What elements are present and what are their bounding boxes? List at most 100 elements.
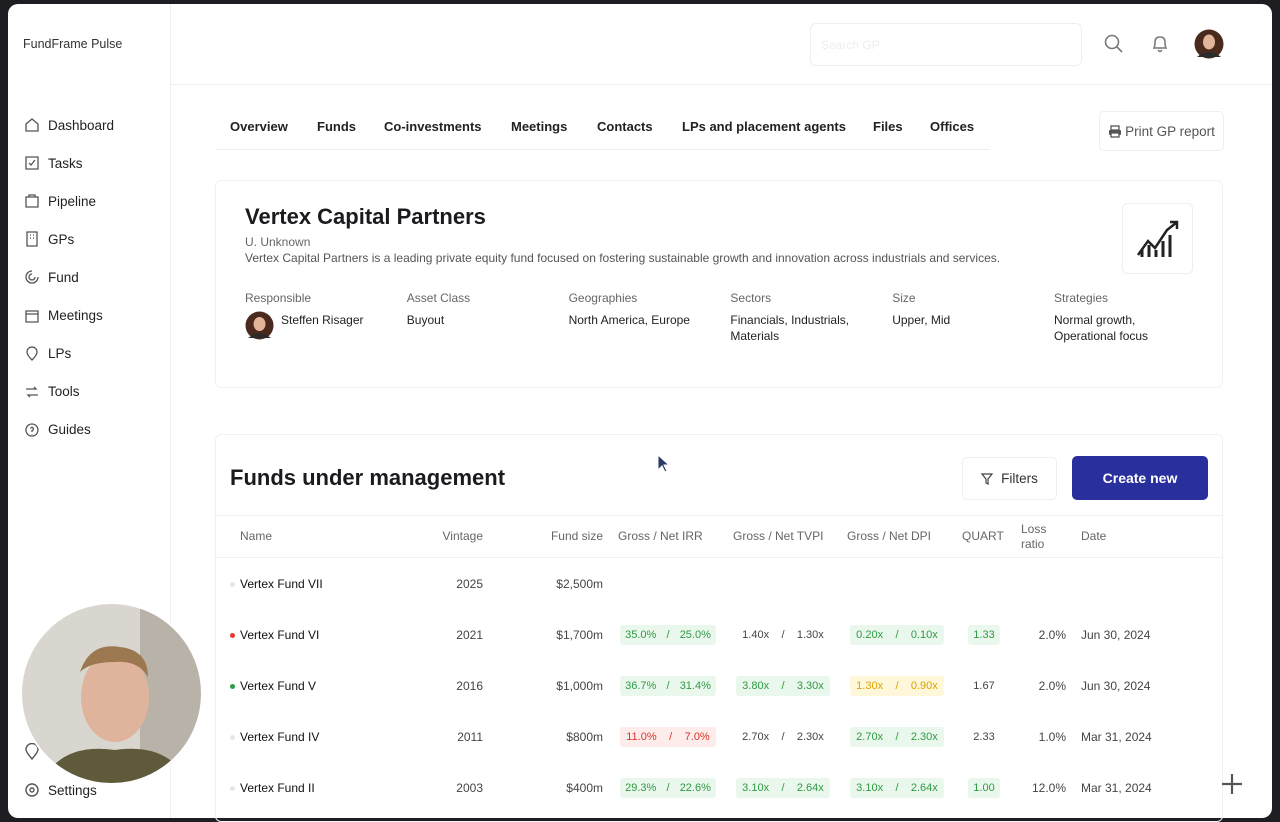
- nav-label: Fund: [48, 269, 79, 285]
- column-header: Gross / Net IRR: [618, 529, 703, 543]
- tab[interactable]: Co-investments: [384, 119, 482, 134]
- net-value: 25.0%: [679, 629, 711, 641]
- nav-item[interactable]: GPs: [24, 228, 74, 250]
- net-value: 1.30x: [796, 629, 824, 641]
- print-button[interactable]: Print GP report: [1099, 111, 1224, 151]
- field-label: Size: [892, 291, 916, 305]
- nav-item[interactable]: Settings: [24, 779, 97, 801]
- gross-value: 3.10x: [742, 782, 770, 794]
- tab[interactable]: Contacts: [597, 119, 653, 134]
- gross-value: 1.30x: [856, 680, 884, 692]
- sidebar-divider: [170, 4, 171, 818]
- vintage: 2011: [457, 730, 483, 744]
- column-header: Gross / Net DPI: [847, 529, 932, 543]
- field-label: Strategies: [1054, 291, 1109, 305]
- funds-title: Funds under management: [230, 465, 506, 490]
- net-value: 2.30x: [796, 731, 824, 743]
- field-label: Sectors: [730, 291, 772, 305]
- dpi-cell: 1.30x / 0.90x: [850, 676, 944, 696]
- fund-name: Vertex Fund VI: [240, 628, 320, 642]
- print-label: Print GP report: [1125, 123, 1215, 139]
- separator: /: [666, 629, 670, 641]
- nav-icon: [25, 270, 39, 285]
- net-value: 0.10x: [910, 629, 938, 641]
- separator: /: [781, 680, 785, 692]
- net-value: 0.90x: [910, 680, 938, 692]
- tab[interactable]: Files: [873, 119, 903, 134]
- nav-icon: [25, 156, 39, 170]
- gross-value: 11.0%: [626, 731, 657, 743]
- search-box[interactable]: Search GP: [810, 23, 1082, 66]
- header-divider: [171, 84, 1272, 85]
- add-button[interactable]: [1220, 772, 1244, 796]
- field-value: Buyout: [406, 313, 445, 327]
- nav-icon: [26, 386, 38, 398]
- nav-item[interactable]: Guides: [24, 419, 91, 441]
- nav-item[interactable]: Tools: [24, 381, 80, 403]
- tab[interactable]: Overview: [230, 119, 288, 134]
- date: Jun 30, 2024: [1081, 628, 1151, 642]
- net-value: 22.6%: [679, 782, 711, 794]
- printer-icon: [1109, 124, 1122, 138]
- nav-item[interactable]: Fund: [24, 266, 79, 288]
- tab[interactable]: LPs and placement agents: [682, 119, 846, 134]
- separator: /: [895, 629, 899, 641]
- fund-name: Vertex Fund IV: [240, 730, 320, 744]
- status-dot: [230, 633, 235, 638]
- user-avatar[interactable]: [1194, 29, 1224, 59]
- fund-name: Vertex Fund VII: [240, 577, 323, 591]
- notification-icon[interactable]: [1150, 34, 1170, 54]
- nav-icon: [26, 346, 38, 361]
- nav-item[interactable]: Dashboard: [24, 114, 114, 136]
- nav-item[interactable]: Tasks: [24, 152, 83, 174]
- field-label: Responsible: [245, 291, 312, 305]
- separator: /: [666, 680, 670, 692]
- status-dot: [230, 786, 235, 791]
- net-value: 3.30x: [796, 680, 824, 692]
- irr-cell: 36.7% / 31.4%: [620, 676, 716, 696]
- nav-label: Tools: [48, 384, 80, 400]
- tabs-underline: [216, 149, 990, 150]
- tab[interactable]: Offices: [930, 119, 975, 134]
- quart-cell: 1.00: [968, 778, 1000, 798]
- tab[interactable]: Meetings: [511, 119, 568, 134]
- mouse-cursor: [657, 454, 671, 473]
- tvpi-cell: 1.40x / 1.30x: [736, 625, 830, 645]
- tvpi-cell: 3.80x / 3.30x: [736, 676, 830, 696]
- field-label: Asset Class: [406, 291, 471, 305]
- nav-item[interactable]: Meetings: [24, 305, 103, 327]
- nav-item[interactable]: LPs: [24, 343, 71, 365]
- field-value: Upper, Mid: [892, 313, 951, 327]
- status-dot: [230, 735, 235, 740]
- responsible-avatar: [245, 311, 274, 345]
- irr-cell: 11.0% / 7.0%: [620, 727, 716, 747]
- filters-button[interactable]: Filters: [962, 457, 1057, 500]
- column-header: Date: [1081, 529, 1107, 543]
- loss-ratio: 12.0%: [1031, 781, 1066, 795]
- nav-icon: [25, 309, 39, 323]
- separator: /: [895, 680, 899, 692]
- nav-item[interactable]: Pipeline: [24, 190, 96, 212]
- gp-description: Vertex Capital Partners is a leading pri…: [245, 251, 1001, 265]
- date: Mar 31, 2024: [1081, 781, 1152, 795]
- tvpi-cell: 3.10x / 2.64x: [736, 778, 830, 798]
- tab[interactable]: Funds: [317, 119, 356, 134]
- settings-icon: [25, 783, 39, 797]
- nav-label: Tasks: [48, 155, 83, 171]
- gp-name: Vertex Capital Partners: [245, 204, 486, 229]
- net-value: 2.64x: [910, 782, 938, 794]
- net-value: 7.0%: [684, 731, 710, 743]
- search-icon[interactable]: [1104, 34, 1124, 54]
- gross-value: 35.0%: [625, 629, 657, 641]
- fund-size: $1,700m: [556, 628, 603, 642]
- fund-size: $1,000m: [556, 679, 603, 693]
- create-button[interactable]: Create new: [1072, 456, 1208, 500]
- dpi-cell: 3.10x / 2.64x: [850, 778, 944, 798]
- date: Mar 31, 2024: [1081, 730, 1152, 744]
- separator: /: [895, 731, 899, 743]
- nav-icon: [26, 231, 38, 247]
- gp-subtitle: U. Unknown: [245, 235, 311, 249]
- quart-cell: 1.33: [968, 625, 1000, 645]
- quart-cell: 1.67: [973, 680, 995, 692]
